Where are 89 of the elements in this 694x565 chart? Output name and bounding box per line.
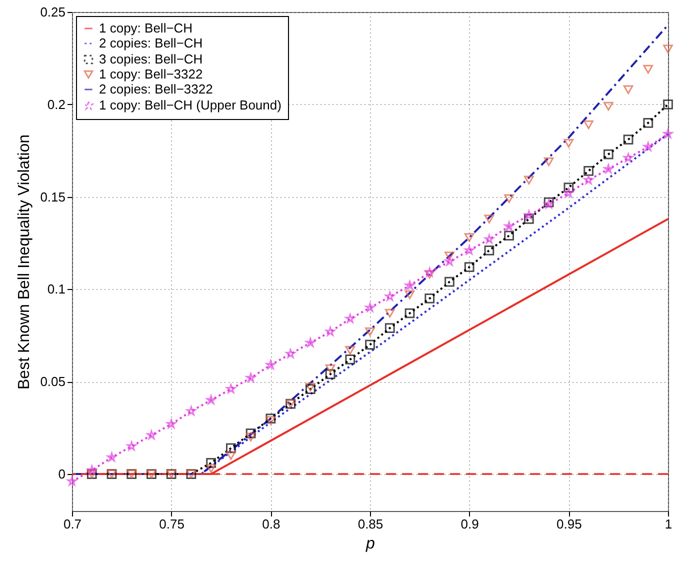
y-tick-label: 0.05 [40,374,66,390]
point [643,142,653,152]
legend-label: 1 copy: Bell−CH [99,20,193,36]
point [226,443,236,454]
point [584,120,594,130]
point [584,175,594,184]
point [384,323,395,333]
point [67,476,77,486]
point [226,451,236,460]
point [544,157,554,166]
x-tick-label: 0.95 [556,516,582,532]
legend-label: 2 copies: Bell−CH [99,36,203,50]
point [384,308,395,318]
point [564,188,574,198]
y-tick-label: 0.2 [47,96,66,112]
point [166,419,176,428]
point [424,294,435,304]
y-tick-label: 0.15 [40,189,66,204]
point [484,245,494,256]
point [424,268,434,277]
point [524,210,534,220]
legend-label: 3 copies: Bell−CH [99,52,203,66]
point [126,441,136,450]
point [623,85,634,94]
point [484,214,494,224]
point [345,314,355,323]
point [444,252,454,260]
point [424,270,435,279]
point [603,102,614,111]
point [87,465,97,474]
x-tick-label: 0.85 [358,516,384,532]
point [226,384,236,394]
x-tick-label: 1 [664,516,672,532]
point [604,164,614,174]
y-axis-title: Best Known Bell Inequality Violation [16,134,34,390]
legend-label: 1 copy: Bell−3322 [99,66,203,82]
point [444,256,454,266]
point [504,221,514,231]
point [365,340,375,350]
x-tick-label: 0.8 [262,516,280,532]
point [266,416,276,425]
point [643,64,654,74]
point [206,395,216,404]
point [246,432,256,442]
y-tick-label: 0.1 [47,282,66,297]
point [524,176,534,185]
point [564,138,574,148]
point [643,118,654,128]
point [365,327,375,336]
point [663,99,673,110]
point [186,406,196,416]
point [623,134,634,144]
point [444,276,454,287]
point [464,262,474,272]
point [325,364,336,374]
point [663,44,673,54]
point [325,369,336,380]
point [266,414,276,424]
point [146,430,156,440]
point [365,302,375,312]
point [663,129,673,138]
point [385,292,395,301]
x-tick-label: 0.7 [63,516,82,532]
point [603,149,614,160]
point [564,182,574,193]
x-tick-label: 0.9 [460,516,479,532]
x-axis-title: p [365,536,376,552]
point [286,348,296,358]
point [107,452,116,462]
point [345,354,356,364]
point [484,234,494,244]
y-tick-label: 0.25 [40,4,66,20]
point [464,233,474,242]
legend-label: 2 copies: Bell−3322 [99,82,213,96]
point [404,290,415,300]
point [206,464,216,473]
point [345,346,356,355]
point [246,428,256,438]
point [524,214,534,224]
point [206,458,216,468]
point [504,230,514,241]
y-tick-label: 0 [58,466,66,482]
point [584,166,594,176]
point [464,245,474,255]
x-tick-label: 0.75 [159,516,184,532]
point [504,194,514,204]
point [306,338,316,347]
legend-label: 1 copy: Bell−CH (Upper Bound) [99,98,282,112]
point [404,308,415,318]
